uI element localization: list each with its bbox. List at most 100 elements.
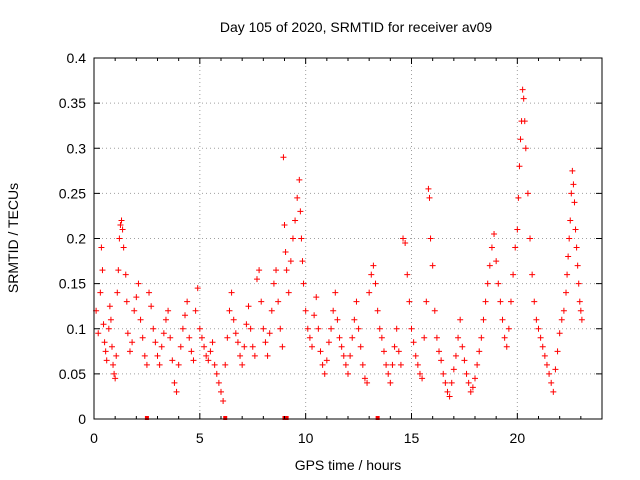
- data-point: [139, 334, 146, 341]
- data-point: [283, 267, 290, 274]
- y-tick-labels: 0 0.05 0.1 0.15 0.2 0.25 0.3 0.35 0.4: [59, 50, 86, 427]
- data-point: [148, 303, 155, 310]
- data-point: [182, 312, 189, 319]
- data-point: [389, 361, 396, 368]
- gap-marker: [144, 416, 149, 420]
- data-point: [311, 312, 318, 319]
- data-point: [165, 307, 172, 314]
- data-point: [186, 334, 193, 341]
- data-point: [287, 258, 294, 265]
- data-point: [106, 303, 113, 310]
- data-point: [569, 167, 576, 174]
- data-point: [330, 307, 337, 314]
- data-point: [184, 298, 191, 305]
- data-point: [455, 334, 462, 341]
- data-point: [282, 249, 289, 256]
- data-point: [560, 307, 567, 314]
- data-point: [249, 343, 256, 350]
- data-point: [541, 352, 548, 359]
- data-point: [218, 388, 224, 395]
- data-point: [566, 235, 573, 242]
- data-point: [395, 348, 402, 355]
- data-point: [260, 325, 267, 332]
- data-point: [431, 307, 438, 314]
- data-point: [484, 280, 491, 287]
- data-point: [135, 280, 142, 287]
- data-point: [251, 352, 258, 359]
- data-point: [160, 330, 167, 337]
- data-point: [419, 375, 426, 382]
- data-point: [515, 194, 522, 201]
- data-point: [519, 86, 526, 93]
- data-point: [574, 262, 581, 269]
- data-point: [156, 361, 163, 368]
- gap-marker: [223, 416, 228, 420]
- data-point: [211, 361, 218, 368]
- x-tick-label: 0: [90, 430, 98, 446]
- data-point: [425, 185, 432, 192]
- data-point: [317, 348, 324, 355]
- data-point: [474, 361, 481, 368]
- data-point: [546, 370, 553, 377]
- data-point: [366, 289, 373, 296]
- data-point: [234, 339, 241, 346]
- data-point: [285, 289, 292, 296]
- x-tick-label: 10: [298, 430, 314, 446]
- data-point: [298, 235, 305, 242]
- y-tick-label: 0.35: [59, 95, 86, 111]
- data-point: [507, 298, 514, 305]
- data-point: [427, 235, 434, 242]
- data-point: [296, 176, 303, 183]
- data-point: [277, 325, 284, 332]
- data-point: [448, 379, 455, 386]
- data-point: [207, 348, 214, 355]
- data-point: [543, 361, 550, 368]
- data-point: [517, 136, 524, 143]
- data-point: [503, 343, 510, 350]
- data-point: [524, 190, 531, 197]
- data-point: [548, 379, 555, 386]
- data-point: [152, 339, 159, 346]
- y-tick-label: 0.15: [59, 276, 86, 292]
- data-point: [578, 316, 585, 323]
- data-point: [408, 325, 415, 332]
- y-tick-label: 0.25: [59, 185, 86, 201]
- data-point: [243, 321, 250, 328]
- data-point: [137, 316, 144, 323]
- data-point: [281, 221, 288, 228]
- data-point: [226, 307, 233, 314]
- data-point: [321, 370, 328, 377]
- data-point: [143, 361, 150, 368]
- x-tick-label: 20: [510, 430, 526, 446]
- data-point: [378, 334, 385, 341]
- data-point: [385, 370, 392, 377]
- data-point: [550, 388, 557, 395]
- x-tick-labels: 0 5 10 15 20: [90, 430, 525, 446]
- data-point: [387, 379, 394, 386]
- data-point: [270, 280, 277, 287]
- data-point: [426, 194, 433, 201]
- data-point: [340, 352, 347, 359]
- data-point: [554, 348, 561, 355]
- data-point: [171, 379, 178, 386]
- data-point: [404, 271, 411, 278]
- data-point: [175, 361, 182, 368]
- gap-marker: [375, 416, 380, 420]
- data-point: [313, 294, 320, 301]
- data-point: [129, 339, 136, 346]
- data-point: [273, 267, 280, 274]
- data-point: [469, 384, 476, 391]
- data-point: [400, 235, 407, 242]
- data-point: [575, 280, 582, 287]
- data-point: [558, 316, 565, 323]
- y-axis-label: SRMTID / TECUs: [5, 183, 21, 293]
- data-point: [556, 330, 563, 337]
- data-point: [133, 294, 140, 301]
- data-point: [192, 307, 199, 314]
- data-point: [209, 339, 216, 346]
- data-point: [573, 244, 580, 251]
- data-point: [374, 307, 381, 314]
- data-point: [237, 352, 244, 359]
- data-point: [224, 334, 231, 341]
